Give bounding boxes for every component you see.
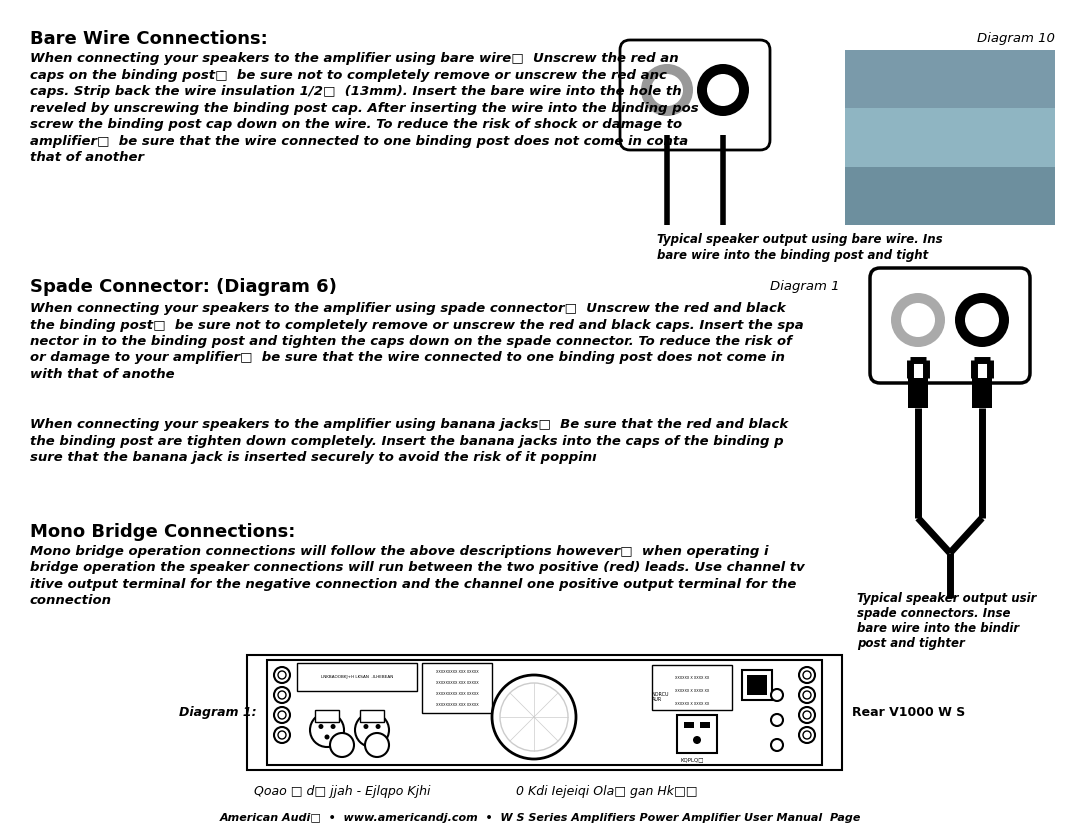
Circle shape — [804, 711, 811, 719]
Bar — [845, 50, 1055, 108]
Circle shape — [274, 667, 291, 683]
Bar — [267, 660, 822, 765]
Circle shape — [966, 303, 999, 337]
Bar — [845, 167, 1055, 225]
Text: XXXXXX X XXXX XX: XXXXXX X XXXX XX — [675, 676, 710, 680]
Text: bare wire into the binding post and tight: bare wire into the binding post and tigh… — [657, 249, 928, 262]
Circle shape — [771, 689, 783, 701]
Text: post and tighter: post and tighter — [858, 637, 964, 650]
Circle shape — [310, 713, 345, 747]
Bar — [700, 722, 710, 728]
Text: Typical speaker output using bare wire. Ins: Typical speaker output using bare wire. … — [657, 233, 943, 246]
Circle shape — [492, 675, 576, 759]
Text: Rear V1000 W S: Rear V1000 W S — [852, 706, 966, 719]
Text: LNKBAOOBKJ+H LKSAN  -ILHEBEAN: LNKBAOOBKJ+H LKSAN -ILHEBEAN — [321, 675, 393, 679]
Bar — [652, 665, 732, 710]
Circle shape — [369, 735, 375, 740]
Bar — [360, 710, 384, 722]
Bar — [315, 710, 339, 722]
Bar — [747, 675, 767, 695]
Circle shape — [364, 724, 368, 729]
Text: spade connectors. Inse: spade connectors. Inse — [858, 607, 1011, 620]
Circle shape — [697, 64, 750, 116]
Text: When connecting your speakers to the amplifier using banana jacks□  Be sure that: When connecting your speakers to the amp… — [30, 418, 788, 464]
Circle shape — [278, 691, 286, 699]
FancyBboxPatch shape — [870, 268, 1030, 383]
Circle shape — [274, 707, 291, 723]
Bar — [742, 670, 772, 700]
Circle shape — [799, 707, 815, 723]
Circle shape — [274, 687, 291, 703]
Circle shape — [771, 739, 783, 751]
Circle shape — [771, 714, 783, 726]
Text: bare wire into the bindir: bare wire into the bindir — [858, 622, 1020, 635]
Circle shape — [799, 667, 815, 683]
Text: Typical speaker output usir: Typical speaker output usir — [858, 592, 1037, 605]
Circle shape — [330, 733, 354, 757]
Circle shape — [799, 687, 815, 703]
Circle shape — [500, 683, 568, 751]
Circle shape — [330, 724, 336, 729]
Text: Diagram 10: Diagram 10 — [977, 32, 1055, 45]
Circle shape — [651, 74, 683, 106]
Circle shape — [278, 711, 286, 719]
Text: Mono Bridge Connections:: Mono Bridge Connections: — [30, 523, 295, 541]
Text: XXXXXX X XXXX XX: XXXXXX X XXXX XX — [675, 702, 710, 706]
Bar — [972, 378, 993, 408]
Text: 0 Kdi Iejeiqi Ola□ gan Hk□□: 0 Kdi Iejeiqi Ola□ gan Hk□□ — [516, 785, 698, 798]
Text: XXXXXX X XXXX XX: XXXXXX X XXXX XX — [675, 689, 710, 693]
Circle shape — [804, 691, 811, 699]
Text: When connecting your speakers to the amplifier using spade connector□  Unscrew t: When connecting your speakers to the amp… — [30, 302, 804, 381]
Text: American Audi□  •  www.americandj.com  •  W S Series Amplifiers Power Amplifier : American Audi□ • www.americandj.com • W … — [219, 813, 861, 823]
Bar — [297, 663, 417, 691]
Text: Qoao □ d□ jjah - Ejlqpo Kjhi: Qoao □ d□ jjah - Ejlqpo Kjhi — [254, 785, 430, 798]
Circle shape — [642, 64, 693, 116]
Text: Bare Wire Connections:: Bare Wire Connections: — [30, 30, 268, 48]
Circle shape — [376, 724, 380, 729]
Text: XXXXXXXXX XXX XXXXX: XXXXXXXXX XXX XXXXX — [435, 681, 478, 685]
Circle shape — [804, 671, 811, 679]
Text: XXXXXXXXX XXX XXXXX: XXXXXXXXX XXX XXXXX — [435, 703, 478, 707]
Bar — [684, 722, 694, 728]
Text: When connecting your speakers to the amplifier using bare wire□  Unscrew the red: When connecting your speakers to the amp… — [30, 52, 699, 164]
Circle shape — [365, 733, 389, 757]
Circle shape — [324, 735, 329, 740]
Circle shape — [804, 731, 811, 739]
FancyBboxPatch shape — [620, 40, 770, 150]
Circle shape — [955, 293, 1009, 347]
Text: Mono bridge operation connections will follow the above descriptions however□  w: Mono bridge operation connections will f… — [30, 545, 805, 607]
Circle shape — [891, 293, 945, 347]
Circle shape — [693, 736, 701, 744]
Text: Diagram 1:: Diagram 1: — [179, 706, 257, 719]
Bar — [908, 378, 928, 408]
Circle shape — [278, 731, 286, 739]
Bar — [845, 108, 1055, 167]
Text: Spade Connector: (Diagram 6): Spade Connector: (Diagram 6) — [30, 278, 337, 296]
Bar — [422, 663, 492, 713]
Text: Diagram 1: Diagram 1 — [770, 280, 840, 293]
Text: KQPLQ□: KQPLQ□ — [680, 757, 704, 762]
Circle shape — [274, 727, 291, 743]
Text: XXXXXXXXX XXX XXXXX: XXXXXXXXX XXX XXXXX — [435, 692, 478, 696]
Circle shape — [278, 671, 286, 679]
Circle shape — [319, 724, 323, 729]
Circle shape — [707, 74, 739, 106]
Bar — [677, 715, 717, 753]
Circle shape — [355, 713, 389, 747]
Text: NORCU
AUR: NORCU AUR — [652, 691, 670, 702]
Text: XXXXXXXXX XXX XXXXX: XXXXXXXXX XXX XXXXX — [435, 670, 478, 674]
Circle shape — [799, 727, 815, 743]
Bar — [247, 655, 842, 770]
Circle shape — [901, 303, 935, 337]
